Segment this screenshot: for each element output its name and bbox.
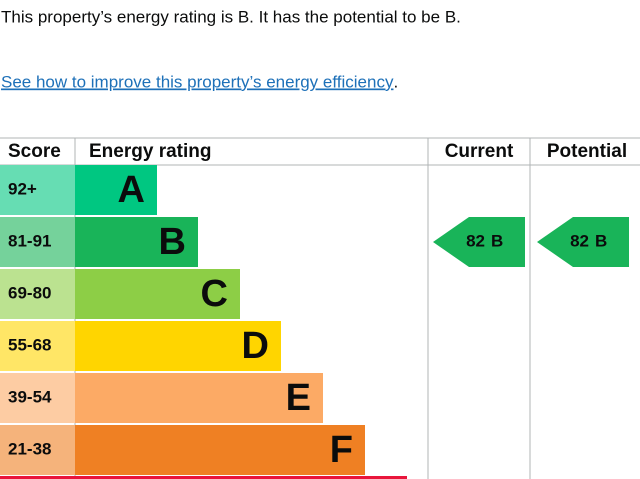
header-current: Current xyxy=(445,141,514,162)
intro-text: This property’s energy rating is B. It h… xyxy=(1,7,461,26)
rating-bar xyxy=(75,373,323,423)
score-range: 92+ xyxy=(8,179,37,198)
score-cell xyxy=(0,321,75,371)
band-letter: E xyxy=(286,377,311,419)
score-cell xyxy=(0,373,75,423)
rating-bar xyxy=(75,269,240,319)
score-range: 69-80 xyxy=(8,283,51,302)
badge-arrow xyxy=(433,217,525,267)
badge-band: B xyxy=(491,231,503,250)
rating-bar xyxy=(75,165,157,215)
improve-link[interactable]: See how to improve this property’s energ… xyxy=(1,72,394,91)
badge-score: 82 xyxy=(466,231,485,250)
rating-bar xyxy=(75,321,281,371)
potential-badge: 82 B xyxy=(537,217,629,267)
score-range: 81-91 xyxy=(8,231,51,250)
band-letter: D xyxy=(242,325,269,367)
band-letter: B xyxy=(159,221,186,263)
score-cell xyxy=(0,425,75,475)
badge-arrow xyxy=(537,217,629,267)
score-range: 21-38 xyxy=(8,439,51,458)
header-score: Score xyxy=(8,141,61,162)
score-range: 55-68 xyxy=(8,335,51,354)
current-badge: 82 B xyxy=(433,217,525,267)
band-letter: A xyxy=(118,169,145,211)
rating-table: Score Energy rating Current Potential 92+ A 81… xyxy=(0,137,640,479)
badge-band: B xyxy=(595,231,607,250)
header-potential: Potential xyxy=(547,141,627,162)
rating-bar xyxy=(75,425,365,475)
score-cell xyxy=(0,217,75,267)
score-range: 39-54 xyxy=(8,387,52,406)
link-period: . xyxy=(393,72,398,91)
band-letter: F xyxy=(330,429,353,471)
header-rating: Energy rating xyxy=(89,141,211,162)
score-cell xyxy=(0,269,75,319)
badge-score: 82 xyxy=(570,231,589,250)
band-letter: C xyxy=(201,273,228,315)
score-cell xyxy=(0,165,75,215)
rating-bar-partial xyxy=(0,476,407,479)
rating-bar xyxy=(75,217,198,267)
